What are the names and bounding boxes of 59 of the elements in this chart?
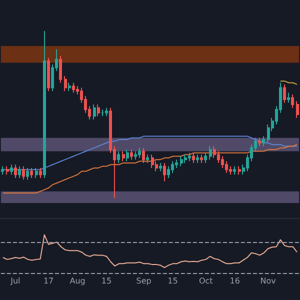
candlestick [30,167,33,178]
candlestick [35,167,38,178]
candlestick [6,166,9,176]
candlestick [68,82,71,92]
candlestick [209,146,212,160]
candlestick [151,154,154,168]
candlestick [229,166,232,176]
x-tick-label: 16 [230,276,240,286]
candlestick [225,160,228,174]
candlestick [59,56,62,84]
x-tick-label: 15 [101,276,112,286]
candlestick [159,162,162,172]
candlestick [101,108,104,117]
candlestick [1,166,4,176]
candlestick [126,149,129,162]
candlestick [192,152,195,164]
candlestick [26,167,29,180]
candlestick [64,76,67,92]
candlestick [163,162,166,182]
candlestick [233,166,236,176]
candlestick [43,30,46,178]
candlestick [262,136,265,147]
candlestick [296,100,299,118]
x-tick-label: 17 [43,276,54,286]
candlestick [142,147,145,164]
candlestick [72,82,75,94]
candlestick [97,104,100,117]
candlestick [196,154,199,164]
candlestick [283,84,286,104]
candlestick [238,166,241,176]
x-tick-label: Jul [10,276,20,286]
candlestick [93,104,96,120]
x-tick-label: 15 [168,276,178,286]
candlestick [10,164,13,176]
candlestick [146,154,149,164]
candlestick [22,166,25,180]
candlestick [130,149,133,160]
candlestick [105,107,108,117]
x-tick-label: Nov [260,276,276,286]
candlestick [138,147,141,158]
candlestick [184,154,187,164]
candlestick [291,94,294,108]
x-tick-label: Oct [198,276,213,286]
x-tick-label: Aug [70,276,86,286]
candlestick [39,167,42,178]
x-tick-label: Sep [136,276,152,286]
candlestick [258,137,261,147]
candlestick [134,150,137,160]
candlestick [117,150,120,164]
candlestick [204,152,207,164]
candlestick [180,156,183,167]
candlestick [122,150,125,162]
candlestick [167,166,170,178]
candlestick [200,154,203,164]
candlestick [18,166,21,178]
candlestick [14,164,17,178]
candlestick [47,57,50,92]
candlestick [188,152,191,162]
candlestick [287,92,290,104]
